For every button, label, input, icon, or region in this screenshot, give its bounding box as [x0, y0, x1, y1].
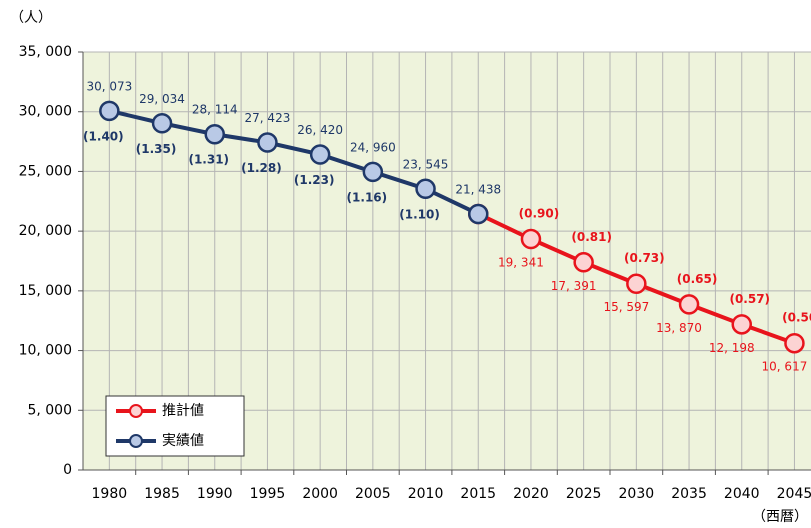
legend-label: 推計値	[162, 403, 204, 419]
y-tick-label: 5, 000	[27, 402, 72, 418]
value-label: 29, 034	[139, 92, 185, 106]
y-tick-label: 20, 000	[19, 223, 72, 239]
x-tick-label: 2000	[302, 486, 338, 502]
ratio-label: (1.35)	[136, 142, 177, 156]
value-label: 26, 420	[297, 123, 343, 137]
value-label: 28, 114	[192, 103, 238, 117]
marker	[784, 332, 805, 354]
x-tick-label: 2010	[408, 486, 444, 502]
ratio-label: (0.73)	[624, 251, 665, 265]
marker	[468, 203, 489, 225]
x-tick-label: 2020	[513, 486, 549, 502]
value-label: 27, 423	[245, 111, 291, 125]
value-label: 15, 597	[603, 300, 649, 314]
y-tick-label: 10, 000	[19, 343, 72, 359]
x-tick-label: 2015	[460, 486, 496, 502]
ratio-label: (1.28)	[241, 161, 282, 175]
value-label: 13, 870	[656, 321, 702, 335]
ratio-label: (1.10)	[399, 207, 440, 221]
marker	[731, 314, 752, 335]
value-label: 19, 341	[498, 256, 544, 270]
legend-marker	[129, 404, 143, 418]
ratio-label: (1.31)	[188, 153, 229, 167]
ratio-label: (1.23)	[294, 173, 335, 187]
ratio-label: (1.40)	[83, 129, 124, 143]
y-tick-label: 25, 000	[19, 163, 72, 179]
x-tick-label: 2025	[566, 486, 602, 502]
x-tick-label: 2035	[671, 486, 707, 502]
y-axis-label: （人）	[10, 10, 52, 26]
marker	[204, 123, 225, 145]
ratio-label: (0.57)	[729, 292, 770, 306]
x-tick-label: 1985	[144, 486, 180, 502]
x-axis-label: （西暦）	[752, 509, 808, 525]
x-tick-label: 1990	[197, 486, 233, 502]
value-label: 10, 617	[762, 360, 808, 374]
x-tick-label: 1995	[250, 486, 286, 502]
value-label: 12, 198	[709, 341, 755, 355]
marker	[678, 294, 700, 315]
x-tick-label: 2005	[355, 486, 391, 502]
legend-marker	[129, 434, 143, 448]
marker	[309, 144, 331, 165]
legend-box	[105, 395, 245, 457]
marker	[626, 273, 647, 294]
value-label: 23, 545	[403, 157, 449, 171]
marker	[415, 178, 436, 200]
ratio-label: (0.81)	[571, 230, 612, 244]
value-label: 24, 960	[350, 140, 396, 154]
marker	[362, 161, 384, 183]
marker	[520, 228, 542, 250]
marker	[573, 252, 594, 273]
legend-label: 実績値	[162, 433, 204, 449]
x-tick-label: 1980	[92, 486, 128, 502]
marker	[257, 132, 278, 153]
value-label: 30, 073	[86, 79, 132, 93]
ratio-label: (0.65)	[677, 272, 718, 286]
x-tick-label: 2030	[619, 486, 655, 502]
marker	[151, 113, 173, 134]
value-label: 21, 438	[455, 182, 501, 196]
y-tick-label: 0	[63, 462, 72, 478]
marker	[99, 100, 120, 122]
ratio-label: (1.16)	[347, 190, 388, 204]
ratio-label: (0.50)	[782, 311, 811, 325]
x-tick-label: 2045	[777, 486, 811, 502]
ratio-label: (0.90)	[519, 207, 560, 221]
x-tick-label: 2040	[724, 486, 760, 502]
value-label: 17, 391	[551, 279, 597, 293]
y-tick-label: 35, 000	[19, 44, 72, 60]
y-tick-label: 15, 000	[19, 283, 72, 299]
y-tick-label: 30, 000	[19, 104, 72, 120]
